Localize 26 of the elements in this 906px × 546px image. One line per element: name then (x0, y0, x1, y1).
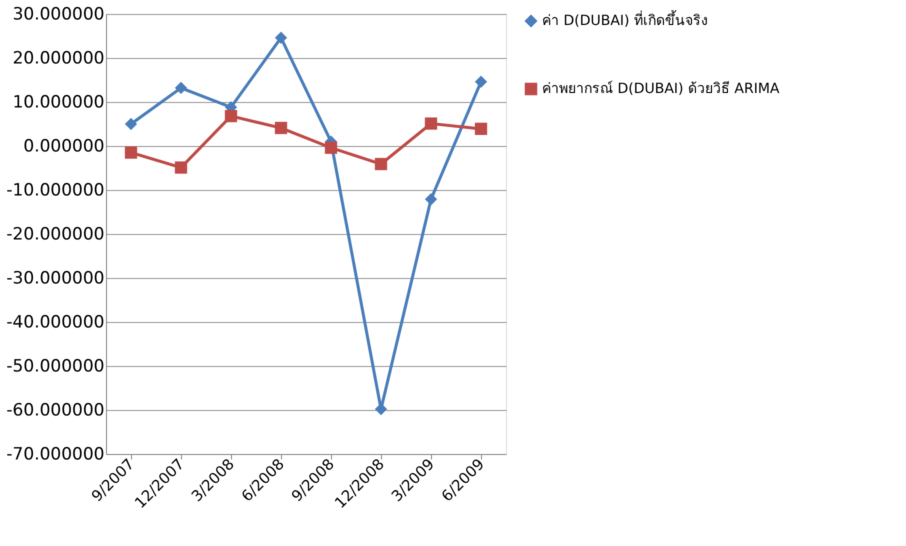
point (474, 76, 488, 88)
point (274, 32, 288, 44)
point (174, 82, 188, 94)
point (124, 118, 138, 130)
y-tick-label: 10.000000 (12, 92, 104, 112)
y-tick-label: -70.000000 (6, 444, 104, 464)
point (274, 122, 288, 134)
legend-label: ค่าพยากรณ์ D(DUBAI) ด้วยวิธี ARIMA (542, 80, 780, 97)
point (424, 117, 438, 130)
point (324, 142, 338, 154)
point (374, 158, 388, 170)
y-tick-label: 0.000000 (23, 136, 104, 156)
point (174, 161, 188, 174)
y-tick-label: 20.000000 (12, 48, 104, 68)
point (124, 146, 138, 159)
point (474, 122, 488, 135)
y-tick-label: -50.000000 (6, 356, 104, 376)
y-tick-label: -10.000000 (6, 180, 104, 200)
y-tick-label: -40.000000 (6, 312, 104, 332)
y-tick-label: -30.000000 (6, 268, 104, 288)
point (424, 193, 438, 206)
y-tick-label: -20.000000 (6, 224, 104, 244)
point (224, 110, 238, 122)
y-tick-label: -60.000000 (6, 400, 104, 420)
y-tick-label: 30.000000 (12, 4, 104, 24)
legend-label: ค่า D(DUBAI) ที่เกิดขึ้นจริง (542, 10, 708, 29)
